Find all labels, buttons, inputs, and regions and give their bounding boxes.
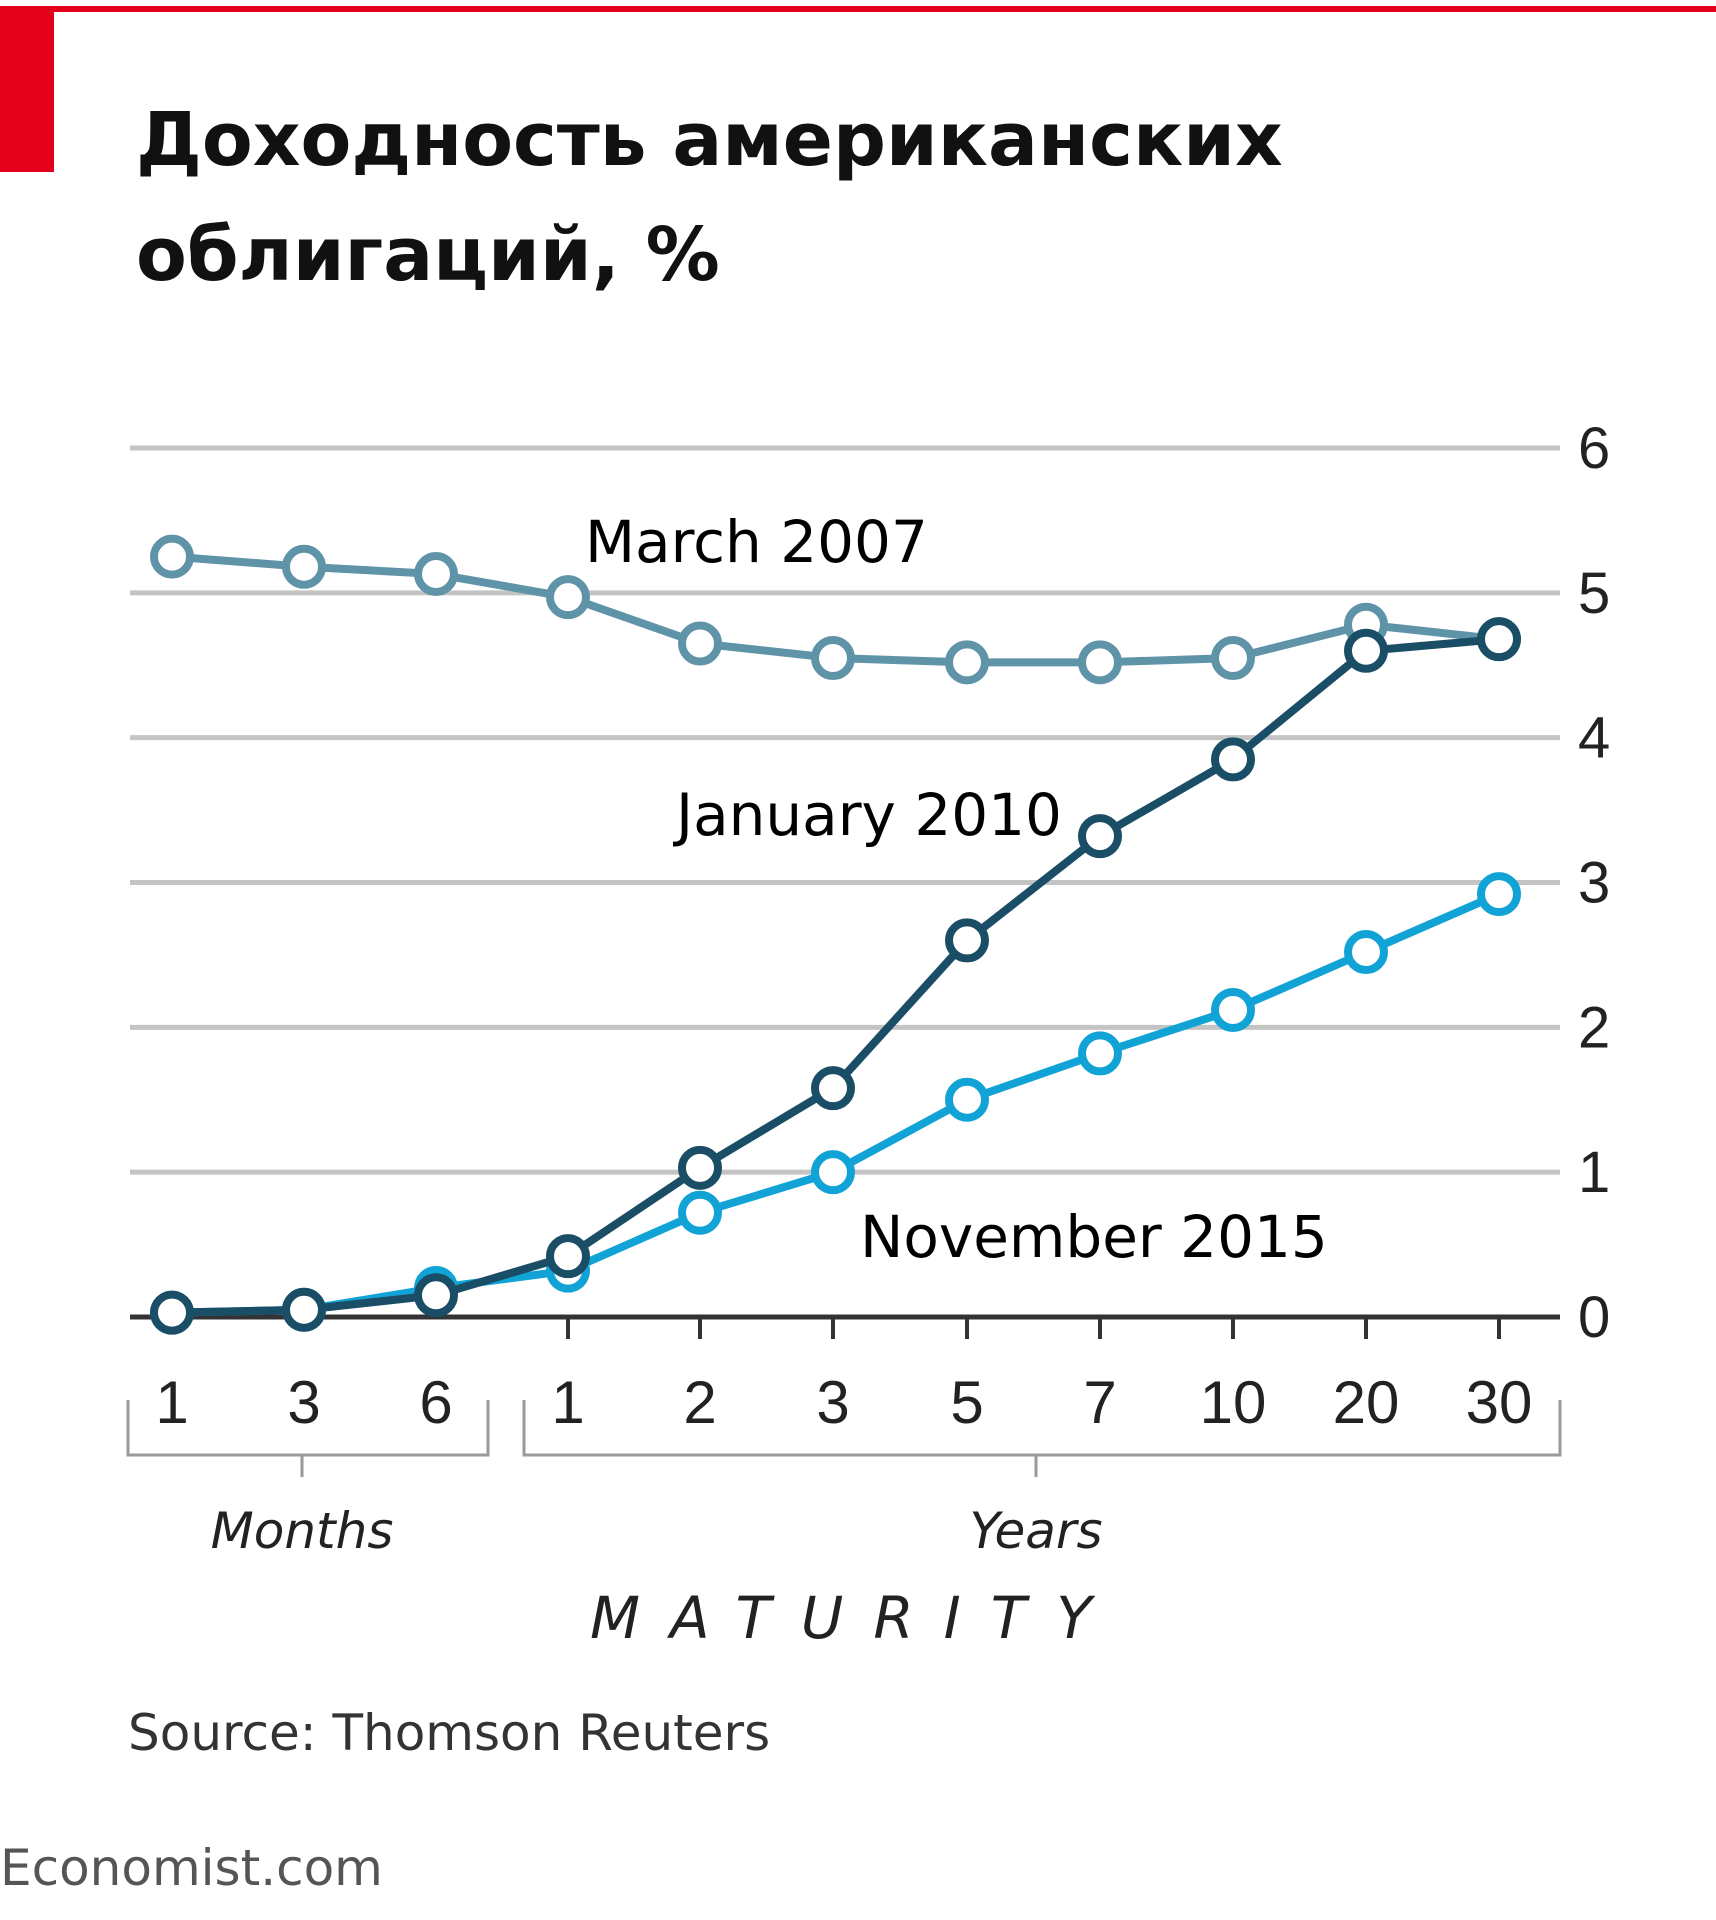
group-bracket [126,1400,490,1457]
data-point [678,621,722,666]
data-point [678,1190,722,1235]
x-tick-label: 1 [551,1369,584,1436]
data-point [945,1077,989,1122]
group-bracket [522,1400,1562,1457]
data-point [1344,628,1388,673]
x-axis [130,1314,1560,1339]
data-point [811,1150,855,1195]
gridlines [130,445,1560,1175]
data-point [1211,737,1255,782]
y-tick-label: 0 [1578,1285,1610,1350]
accent-bar [0,12,54,172]
data-point [546,1234,590,1279]
x-tick-label: 10 [1200,1369,1267,1436]
data-point [1078,640,1122,685]
data-point [945,640,989,685]
data-point [1344,930,1388,975]
y-tick-label: 1 [1578,1140,1610,1205]
x-tick-label: 1 [155,1369,188,1436]
data-point [945,918,989,963]
chart-title-line1: Доходность американских [136,97,1283,183]
source-note: Source: Thomson Reuters [128,1704,770,1762]
category-group-brackets: Months Years [126,1400,1562,1560]
group-label: Months [211,1502,394,1560]
y-tick-label: 2 [1578,995,1610,1060]
x-tick-label: 2 [683,1369,716,1436]
chart-title-line2: облигаций, % [136,212,720,298]
top-rule [0,6,1716,12]
x-tick-label: 3 [816,1369,849,1436]
group-label: Years [969,1502,1102,1560]
x-axis-title: MATURITY [590,1584,1122,1652]
x-tick-label: 20 [1333,1369,1400,1436]
data-point [1477,872,1521,917]
y-tick-labels: 0 1 2 3 4 5 6 [1578,416,1610,1350]
series-1 [150,617,1521,1335]
y-tick-label: 4 [1578,706,1610,771]
data-point [414,1273,458,1318]
y-tick-label: 6 [1578,416,1610,481]
data-point [811,636,855,681]
series-0 [150,534,1521,685]
series-label-march-2007: March 2007 [585,508,928,576]
data-point [150,1290,194,1335]
data-point [811,1066,855,1111]
data-point [1211,636,1255,681]
y-tick-label: 5 [1578,561,1610,626]
data-point [546,575,590,620]
credit: Economist.com [0,1839,383,1897]
data-point [414,552,458,597]
series-label-november-2015: November 2015 [860,1203,1328,1271]
series-label-january-2010: January 2010 [673,781,1062,849]
x-tick-label: 7 [1083,1369,1116,1436]
x-tick-label: 3 [287,1369,320,1436]
x-tick-label: 6 [419,1369,452,1436]
data-point [1078,1031,1122,1076]
y-tick-label: 3 [1578,851,1610,916]
data-point [282,1287,326,1332]
data-point [1477,617,1521,662]
data-point [1211,987,1255,1032]
x-tick-label: 30 [1466,1369,1533,1436]
data-point [150,534,194,579]
data-point [678,1145,722,1190]
data-point [1078,814,1122,859]
x-tick-labels: 1 3 6 1 2 3 5 7 10 20 30 [155,1369,1532,1436]
data-point [282,544,326,589]
x-tick-label: 5 [950,1369,983,1436]
series-group [150,534,1521,1335]
